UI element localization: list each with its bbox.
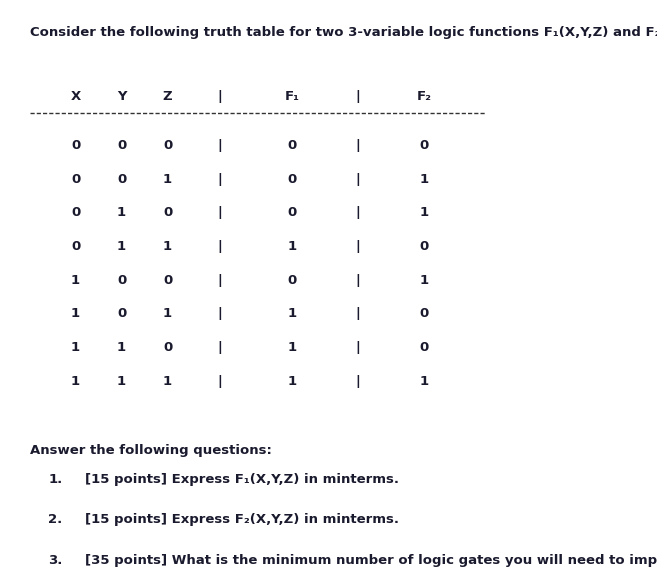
Text: 0: 0: [288, 206, 297, 219]
Text: 1: 1: [163, 240, 172, 253]
Text: Z: Z: [163, 90, 172, 103]
Text: |: |: [217, 206, 223, 219]
Text: |: |: [355, 274, 361, 287]
Text: 0: 0: [71, 139, 80, 152]
Text: 3.: 3.: [48, 554, 62, 567]
Text: |: |: [217, 139, 223, 152]
Text: |: |: [217, 90, 223, 103]
Text: 1: 1: [117, 240, 126, 253]
Text: Consider the following truth table for two 3-variable logic functions F₁(X,Y,Z) : Consider the following truth table for t…: [30, 26, 657, 39]
Text: |: |: [217, 274, 223, 287]
Text: |: |: [355, 240, 361, 253]
Text: |: |: [217, 307, 223, 320]
Text: |: |: [217, 341, 223, 354]
Text: 1: 1: [419, 274, 428, 287]
Text: 1: 1: [117, 375, 126, 387]
Text: 0: 0: [117, 274, 126, 287]
Text: |: |: [355, 375, 361, 387]
Text: |: |: [355, 173, 361, 186]
Text: 0: 0: [117, 173, 126, 186]
Text: F₁: F₁: [285, 90, 300, 103]
Text: 0: 0: [71, 240, 80, 253]
Text: 1: 1: [419, 173, 428, 186]
Text: |: |: [355, 307, 361, 320]
Text: 1: 1: [71, 274, 80, 287]
Text: |: |: [217, 173, 223, 186]
Text: 1: 1: [71, 307, 80, 320]
Text: |: |: [355, 90, 361, 103]
Text: [15 points] Express F₂(X,Y,Z) in minterms.: [15 points] Express F₂(X,Y,Z) in minterm…: [85, 513, 399, 526]
Text: |: |: [217, 375, 223, 387]
Text: 1: 1: [71, 375, 80, 387]
Text: Y: Y: [117, 90, 126, 103]
Text: [15 points] Express F₁(X,Y,Z) in minterms.: [15 points] Express F₁(X,Y,Z) in minterm…: [85, 473, 399, 485]
Text: 1: 1: [288, 341, 297, 354]
Text: 1: 1: [163, 307, 172, 320]
Text: 2.: 2.: [48, 513, 62, 526]
Text: 1: 1: [419, 375, 428, 387]
Text: 0: 0: [163, 139, 172, 152]
Text: 0: 0: [419, 307, 428, 320]
Text: 0: 0: [117, 139, 126, 152]
Text: Answer the following questions:: Answer the following questions:: [30, 444, 271, 456]
Text: 0: 0: [163, 341, 172, 354]
Text: 0: 0: [419, 341, 428, 354]
Text: |: |: [355, 341, 361, 354]
Text: 0: 0: [288, 173, 297, 186]
Text: 1: 1: [288, 307, 297, 320]
Text: 0: 0: [71, 206, 80, 219]
Text: 0: 0: [117, 307, 126, 320]
Text: 0: 0: [419, 240, 428, 253]
Text: 1: 1: [163, 173, 172, 186]
Text: 1: 1: [117, 341, 126, 354]
Text: |: |: [217, 240, 223, 253]
Text: 1: 1: [71, 341, 80, 354]
Text: 1: 1: [117, 206, 126, 219]
Text: 0: 0: [163, 274, 172, 287]
Text: 0: 0: [288, 139, 297, 152]
Text: 1: 1: [419, 206, 428, 219]
Text: X: X: [70, 90, 81, 103]
Text: 0: 0: [71, 173, 80, 186]
Text: F₂: F₂: [417, 90, 431, 103]
Text: 1: 1: [163, 375, 172, 387]
Text: 0: 0: [419, 139, 428, 152]
Text: |: |: [355, 206, 361, 219]
Text: 1: 1: [288, 375, 297, 387]
Text: 1.: 1.: [48, 473, 62, 485]
Text: 0: 0: [288, 274, 297, 287]
Text: [35 points] What is the minimum number of logic gates you will need to implement: [35 points] What is the minimum number o…: [85, 554, 657, 567]
Text: 1: 1: [288, 240, 297, 253]
Text: |: |: [355, 139, 361, 152]
Text: 0: 0: [163, 206, 172, 219]
